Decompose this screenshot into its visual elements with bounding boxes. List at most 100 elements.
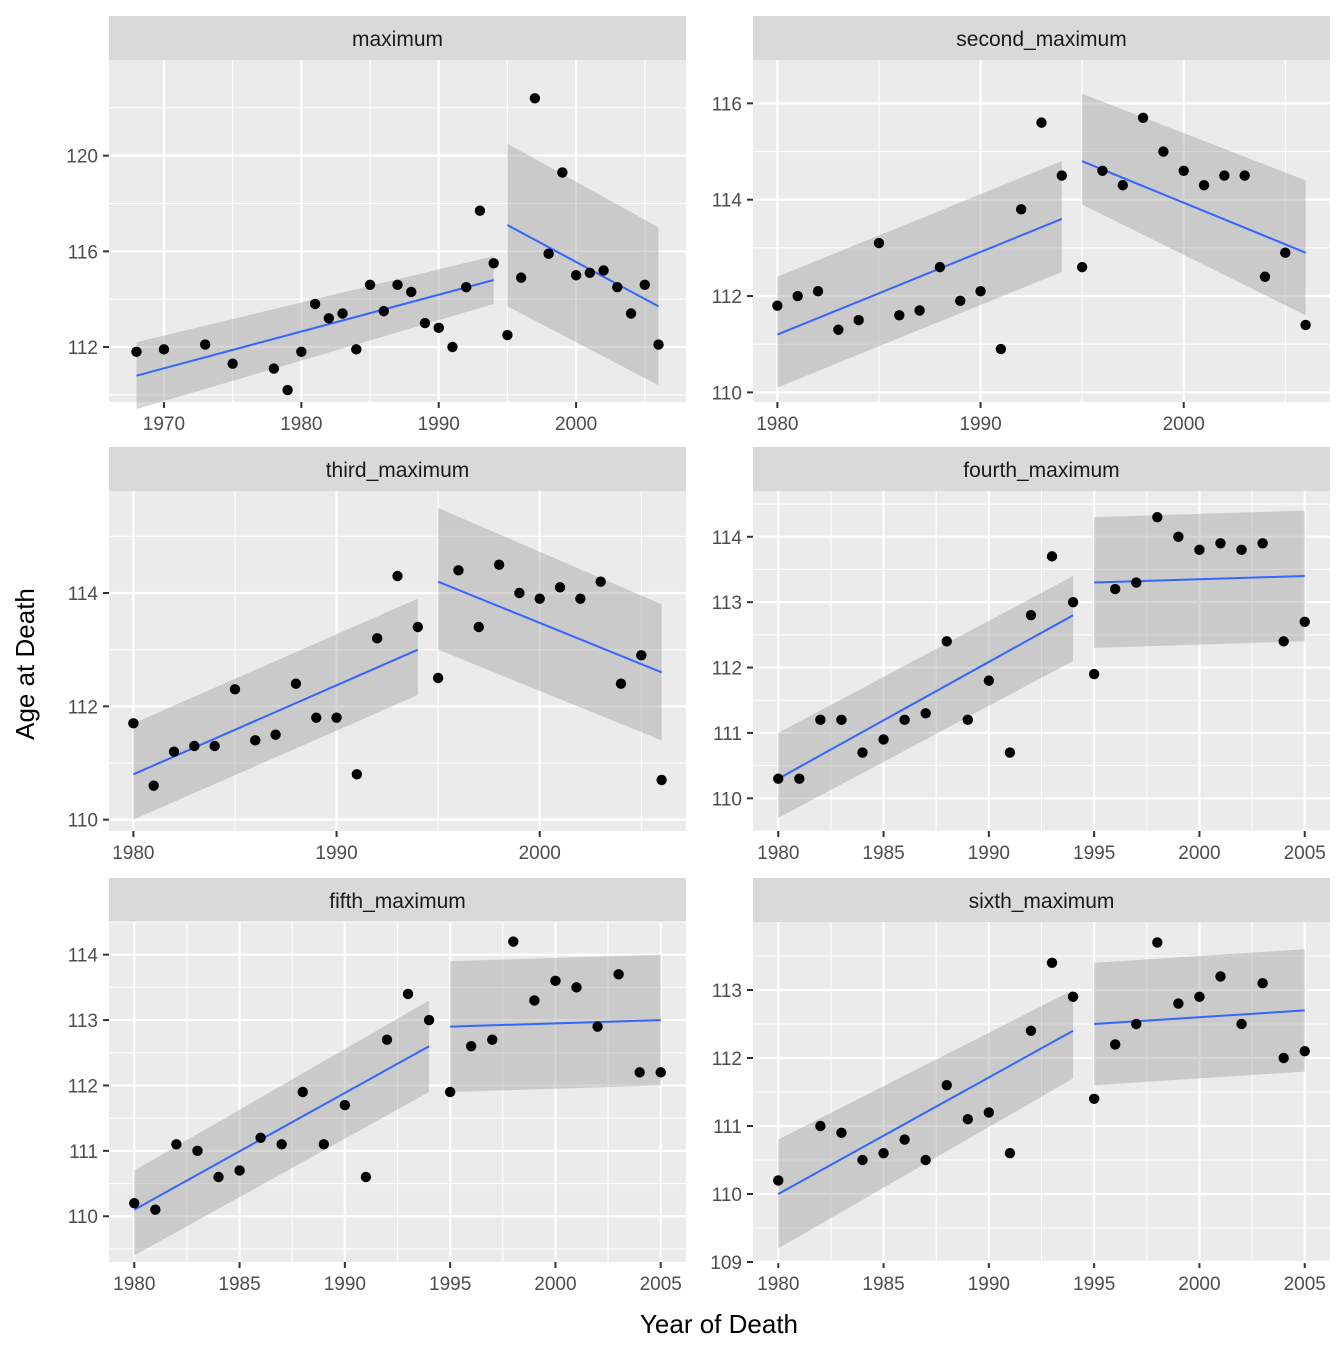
confidence-ribbon (507, 143, 659, 386)
data-point (432, 672, 444, 684)
data-point (209, 740, 220, 752)
x-tick-label: 1990 (968, 1274, 1010, 1295)
data-point (773, 773, 784, 784)
x-tick-label: 2000 (519, 843, 561, 864)
facet-strip-label: third_maximum (326, 459, 470, 482)
confidence-ribbon (438, 508, 662, 741)
data-point (282, 384, 293, 396)
data-point (1299, 1046, 1310, 1057)
fit-line (777, 1029, 1074, 1195)
data-point (1173, 531, 1184, 542)
x-tick-label: 2000 (555, 414, 597, 435)
data-point (894, 310, 905, 321)
x-tick-label: 1985 (218, 1274, 260, 1295)
data-point (412, 621, 424, 633)
y-tick-label: 113 (712, 593, 742, 614)
data-point (296, 346, 307, 357)
data-point (488, 258, 499, 269)
facet-strip (753, 16, 1330, 60)
x-tick-label: 1980 (112, 843, 154, 864)
data-point (1088, 1093, 1100, 1105)
data-point (268, 363, 280, 374)
data-point (158, 344, 170, 355)
data-point (1056, 170, 1068, 181)
data-point (1257, 538, 1268, 549)
facet-strip (753, 878, 1330, 922)
data-point (584, 267, 596, 279)
data-point (962, 714, 973, 726)
data-point (453, 565, 464, 576)
data-point (229, 684, 241, 695)
data-point (836, 714, 847, 726)
data-point (1137, 112, 1149, 124)
x-tick-label: 1980 (756, 414, 798, 435)
data-point (571, 982, 582, 993)
data-point (857, 747, 868, 758)
y-tick-label: 110 (712, 1185, 742, 1206)
data-point (857, 1154, 868, 1166)
facet-strip-label: maximum (352, 28, 443, 51)
data-point (955, 295, 966, 307)
data-point (794, 773, 805, 784)
y-tick-label: 114 (712, 528, 743, 549)
data-point (592, 1021, 603, 1032)
y-tick-label: 112 (712, 659, 742, 680)
data-point (557, 167, 568, 178)
data-point (487, 1034, 498, 1045)
data-point (983, 675, 995, 686)
data-point (792, 290, 803, 302)
data-point (543, 248, 554, 259)
data-point (337, 308, 348, 319)
data-point (378, 305, 389, 317)
data-point (1110, 1039, 1121, 1050)
data-point (1076, 261, 1088, 273)
fit-line (777, 218, 1063, 336)
y-tick-label: 109 (710, 1253, 742, 1274)
y-tick-label: 111 (713, 1117, 742, 1138)
data-point (1152, 511, 1163, 523)
data-point (878, 1148, 889, 1159)
data-point (636, 650, 647, 661)
facet-strip (109, 447, 686, 491)
data-point (941, 636, 952, 647)
x-tick-label: 1980 (280, 414, 322, 435)
y-tick-label: 112 (712, 287, 742, 308)
data-point (309, 298, 321, 310)
fit-line (1094, 1009, 1305, 1025)
data-point (406, 286, 417, 298)
data-point (1046, 551, 1058, 562)
fit-line (133, 1045, 430, 1211)
data-point (364, 279, 376, 291)
data-point (975, 286, 986, 297)
data-point (502, 329, 513, 341)
data-point (962, 1114, 973, 1125)
x-tick-label: 1990 (324, 1274, 366, 1295)
facet-strip-label: fourth_maximum (963, 459, 1119, 482)
panel-background (753, 60, 1330, 402)
data-point (1173, 998, 1184, 1009)
data-point (1097, 165, 1108, 176)
data-point (554, 582, 566, 593)
data-point (1236, 1018, 1247, 1030)
y-tick-label: 112 (68, 697, 98, 718)
data-point (1158, 146, 1169, 157)
facet-panel-third-maximum: third_maximum 1980 1990 2000 110 112 114 (68, 447, 686, 864)
x-tick-label: 2000 (1163, 414, 1205, 435)
x-tick-label: 2005 (1284, 1274, 1326, 1295)
data-point (311, 712, 322, 723)
data-point (899, 1134, 910, 1145)
x-tick-label: 2005 (1284, 843, 1326, 864)
data-point (1259, 271, 1271, 282)
data-point (920, 1154, 931, 1166)
x-tick-label: 1995 (1073, 1274, 1115, 1295)
x-tick-label: 1990 (968, 843, 1010, 864)
data-point (276, 1139, 287, 1150)
data-point (474, 205, 486, 216)
facet-panel-fourth-maximum: fourth_maximum 1980 1985 1990 1995 2000 2005 11… (712, 447, 1330, 864)
facet-strip (109, 16, 686, 60)
data-point (423, 1014, 435, 1026)
data-point (920, 708, 931, 719)
data-point (1015, 204, 1027, 215)
